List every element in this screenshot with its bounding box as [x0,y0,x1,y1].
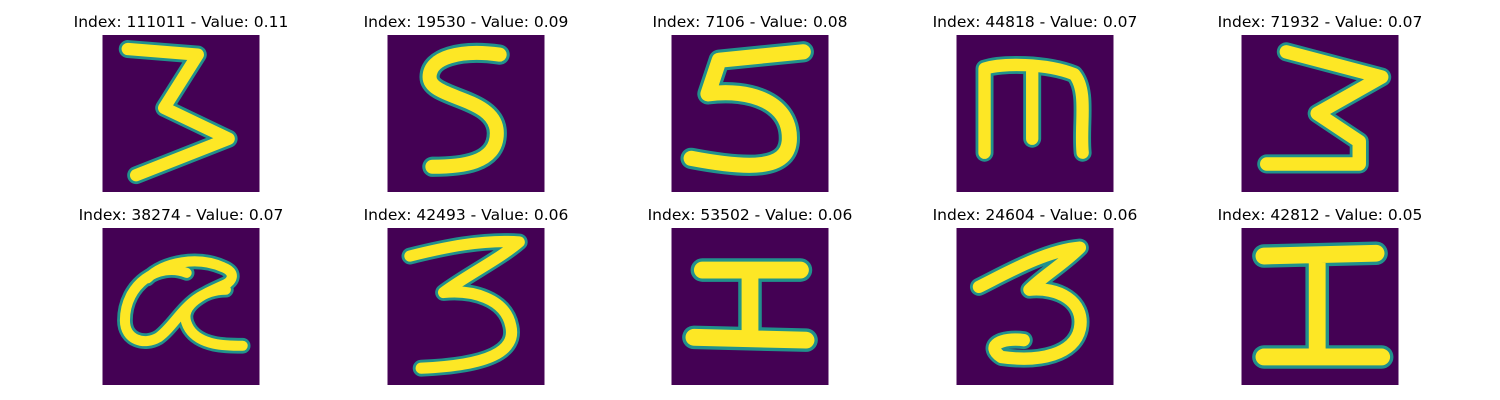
glyph-i [1241,228,1399,385]
glyph-3 [387,228,545,385]
cell-title: Index: 53502 - Value: 0.06 [647,206,853,224]
cell-title: Index: 19530 - Value: 0.09 [363,13,569,31]
digit-image [387,228,545,385]
cell-title: Index: 71932 - Value: 0.07 [1217,13,1423,31]
glyph-3 [956,228,1114,385]
digit-image [387,35,545,192]
cell-title: Index: 7106 - Value: 0.08 [652,13,848,31]
cell-title: Index: 111011 - Value: 0.11 [73,13,289,31]
glyph-m [956,35,1114,192]
digit-image [956,35,1114,192]
digit-image [102,228,260,385]
cell-title: Index: 38274 - Value: 0.07 [78,206,284,224]
digit-image [1241,228,1399,385]
glyph-i [671,228,829,385]
cell-title: Index: 44818 - Value: 0.07 [932,13,1138,31]
glyph-3 [1241,35,1399,192]
glyph-s [387,35,545,192]
digit-image [1241,35,1399,192]
cell-title: Index: 42493 - Value: 0.06 [363,206,569,224]
digit-image [102,35,260,192]
digit-image [671,228,829,385]
glyph-3 [102,35,260,192]
cell-title: Index: 42812 - Value: 0.05 [1217,206,1423,224]
glyph-alpha [102,228,260,385]
digit-image [671,35,829,192]
glyph-5 [671,35,829,192]
digit-image [956,228,1114,385]
cell-title: Index: 24604 - Value: 0.06 [932,206,1138,224]
